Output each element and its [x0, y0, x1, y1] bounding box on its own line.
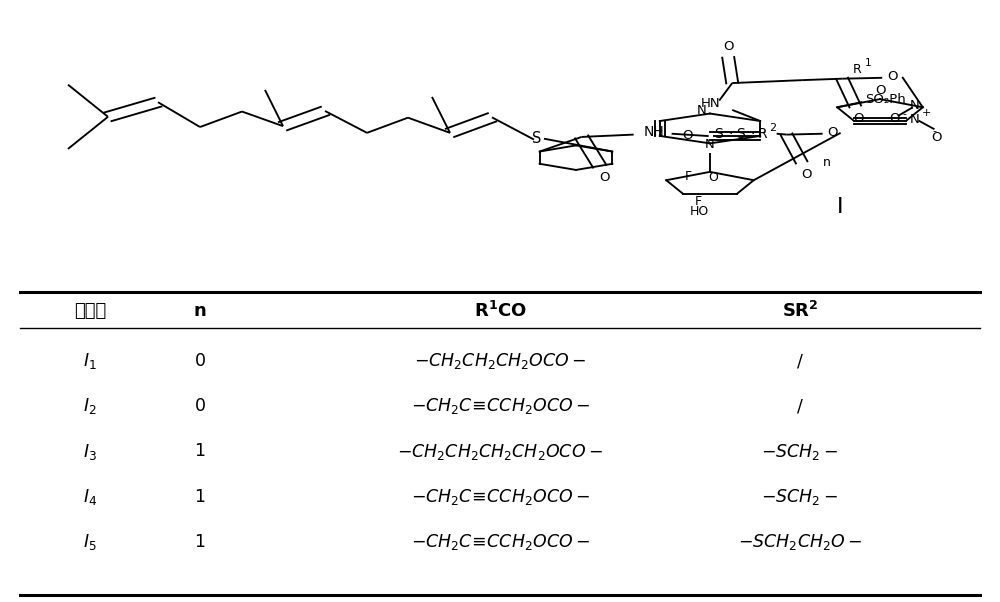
- Text: -: -: [932, 126, 936, 135]
- Text: $\mathbf{n}$: $\mathbf{n}$: [193, 302, 207, 320]
- Text: 1: 1: [194, 442, 206, 461]
- Text: $-SCH_2CH_2O-$: $-SCH_2CH_2O-$: [738, 532, 862, 552]
- Text: O: O: [723, 40, 733, 53]
- Text: O: O: [887, 70, 897, 84]
- Text: HO: HO: [689, 205, 709, 218]
- Text: $-SCH_2-$: $-SCH_2-$: [761, 441, 839, 462]
- Text: F: F: [694, 194, 702, 208]
- Text: S: S: [714, 127, 723, 141]
- Text: $I_4$: $I_4$: [83, 486, 97, 507]
- Text: $I_5$: $I_5$: [83, 532, 97, 552]
- Text: $I_1$: $I_1$: [83, 351, 97, 371]
- Text: N: N: [697, 104, 707, 117]
- Text: O: O: [682, 129, 692, 142]
- Text: S: S: [532, 131, 542, 146]
- Text: $\mathbf{R^1CO}$: $\mathbf{R^1CO}$: [474, 300, 526, 321]
- Text: HN: HN: [700, 97, 720, 110]
- Text: SO₂Ph: SO₂Ph: [865, 93, 906, 107]
- Text: n: n: [823, 156, 831, 169]
- Text: $-CH_2CH_2CH_2OCO-$: $-CH_2CH_2CH_2OCO-$: [414, 351, 586, 371]
- Text: NH: NH: [643, 125, 664, 139]
- Text: $I_2$: $I_2$: [83, 396, 97, 417]
- Text: /: /: [797, 352, 803, 370]
- Text: 1: 1: [194, 488, 206, 506]
- Text: I: I: [837, 197, 843, 217]
- Text: ·: ·: [750, 127, 755, 141]
- Text: N: N: [705, 138, 715, 151]
- Text: 化合物: 化合物: [74, 302, 106, 320]
- Text: ·: ·: [728, 127, 733, 141]
- Text: O: O: [853, 111, 863, 125]
- Text: $\mathbf{SR^2}$: $\mathbf{SR^2}$: [782, 300, 818, 321]
- Text: /: /: [797, 397, 803, 415]
- Text: 1: 1: [865, 58, 872, 67]
- Text: O: O: [931, 131, 942, 144]
- Text: O: O: [890, 113, 900, 125]
- Text: O: O: [708, 172, 718, 184]
- Text: R: R: [758, 127, 767, 141]
- Text: O: O: [801, 167, 812, 181]
- Text: 1: 1: [194, 533, 206, 551]
- Text: -: -: [903, 109, 907, 119]
- Text: 0: 0: [194, 352, 206, 370]
- Text: $I_3$: $I_3$: [83, 441, 97, 462]
- Text: N: N: [910, 99, 920, 113]
- Text: O: O: [599, 171, 610, 184]
- Text: $-CH_2C\!\equiv\!CCH_2OCO-$: $-CH_2C\!\equiv\!CCH_2OCO-$: [411, 396, 589, 417]
- Text: N: N: [910, 113, 919, 126]
- Text: 2: 2: [769, 123, 776, 133]
- Text: O: O: [827, 126, 838, 139]
- Text: F: F: [685, 170, 692, 183]
- Text: 0: 0: [194, 397, 206, 415]
- Text: $-CH_2C\!\equiv\!CCH_2OCO-$: $-CH_2C\!\equiv\!CCH_2OCO-$: [411, 486, 589, 507]
- Text: $-SCH_2-$: $-SCH_2-$: [761, 486, 839, 507]
- Text: $-CH_2C\!\equiv\!CCH_2OCO-$: $-CH_2C\!\equiv\!CCH_2OCO-$: [411, 532, 589, 552]
- Text: $-CH_2CH_2CH_2CH_2OCO-$: $-CH_2CH_2CH_2CH_2OCO-$: [397, 441, 603, 462]
- Text: O: O: [875, 84, 885, 98]
- Text: R: R: [853, 63, 862, 76]
- Text: S: S: [736, 127, 745, 141]
- Text: +: +: [922, 108, 931, 118]
